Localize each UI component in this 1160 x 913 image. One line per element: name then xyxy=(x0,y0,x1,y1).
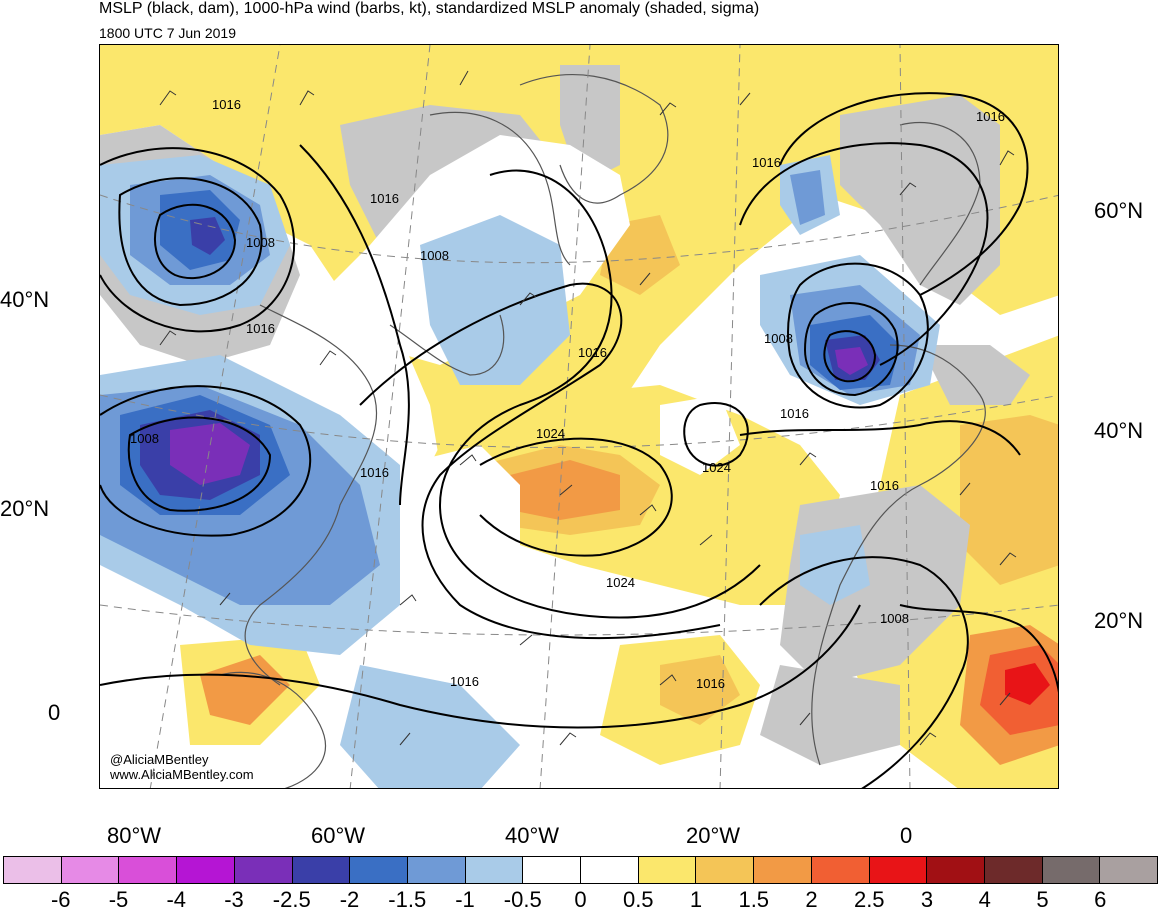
anomaly-violet-west xyxy=(170,423,250,485)
wind-barbs xyxy=(159,70,1017,746)
isobars xyxy=(100,92,1058,788)
anomaly-indigo-nw xyxy=(190,217,225,255)
lon-label-bottom: 80°W xyxy=(107,823,162,848)
isobar-label: 1016 xyxy=(578,345,607,360)
colorbar-tick-label: 5 xyxy=(1036,887,1049,912)
colorbar-swatch xyxy=(581,857,639,883)
anomaly-grey-europe xyxy=(920,345,1030,405)
isobar-label: 1024 xyxy=(702,460,731,475)
colorbar-swatch xyxy=(177,857,235,883)
colorbar-tick-label: -0.5 xyxy=(503,887,542,912)
isobar-label: 1008 xyxy=(880,611,909,626)
isobar-label: 1016 xyxy=(212,97,241,112)
colorbar-tick-label: -3 xyxy=(224,887,244,912)
colorbar-swatch xyxy=(234,857,293,883)
lon-label-bottom: 40°W xyxy=(505,823,560,848)
credit-handle: @AliciaMBentley xyxy=(110,752,209,767)
colorbar-swatch xyxy=(350,857,408,883)
anomaly-lightblue-south xyxy=(340,665,520,788)
anomaly-orange-central2 xyxy=(510,460,620,520)
colorbar-swatch xyxy=(696,857,755,883)
colorbar-swatch xyxy=(61,857,120,883)
colorbar-tick-label: -1 xyxy=(455,887,475,912)
colorbar-tick-label: 6 xyxy=(1094,887,1107,912)
colorbar-swatch xyxy=(754,857,812,883)
anomaly-lightblue-med xyxy=(800,525,870,605)
credit-site: www.AliciaMBentley.com xyxy=(110,767,254,782)
colorbar-tick-label: 4 xyxy=(978,887,991,912)
colorbar-swatch xyxy=(811,857,870,883)
valid-time: 1800 UTC 7 Jun 2019 xyxy=(99,25,236,41)
isobar-labels: 1016 1008 1016 1008 1016 1008 1016 1024 … xyxy=(130,97,1005,691)
lat-label-right: 40°N xyxy=(1094,418,1144,443)
colorbar xyxy=(3,856,1158,884)
colorbar-tick-label: 0.5 xyxy=(622,887,654,912)
isobar-label: 1016 xyxy=(450,674,479,689)
colorbar-swatch xyxy=(465,857,524,883)
colorbar-tick-label: -2 xyxy=(339,887,360,912)
colorbar-swatch xyxy=(407,857,466,883)
isobar-label: 1008 xyxy=(420,248,449,263)
colorbar-swatch xyxy=(1042,857,1101,883)
anomaly-lightblue-labrador xyxy=(420,215,570,385)
isobar-label: 1016 xyxy=(976,109,1005,124)
colorbar-swatch xyxy=(119,857,178,883)
colorbar-swatch xyxy=(984,857,1043,883)
anomaly-white-mid xyxy=(660,395,740,475)
isobar-label: 1016 xyxy=(752,155,781,170)
isobar-label: 1016 xyxy=(370,191,399,206)
lon-label-bottom: 60°W xyxy=(311,823,366,848)
graticule xyxy=(100,45,1058,788)
anomaly-orange-sw xyxy=(200,655,290,725)
colorbar-tick-label: -6 xyxy=(50,887,71,912)
colorbar-tick-label: 2 xyxy=(805,887,818,912)
colorbar-swatch xyxy=(869,857,928,883)
isobar-label: 1016 xyxy=(870,478,899,493)
lon-label-bottom: 0 xyxy=(900,823,913,848)
colorbar-tick-label: 1.5 xyxy=(738,887,770,912)
anomaly-red-east3 xyxy=(1005,663,1050,705)
colorbar-tick-label: 1 xyxy=(689,887,703,912)
colorbar-swatch xyxy=(4,857,62,883)
anomaly-white-atlantic2 xyxy=(360,445,660,685)
lat-label-left: 40°N xyxy=(0,287,50,312)
colorbar-tick-label: 0 xyxy=(574,887,587,912)
isobar-label: 1016 xyxy=(246,321,275,336)
lat-label-right: 60°N xyxy=(1094,198,1144,223)
colorbar-swatch xyxy=(292,857,351,883)
colorbar-swatch xyxy=(927,857,985,883)
lat-label-right: 20°N xyxy=(1094,608,1144,633)
colorbar-tick-label: -1.5 xyxy=(388,887,427,912)
isobar-label: 1016 xyxy=(360,465,389,480)
coastlines xyxy=(219,74,986,788)
map-title: MSLP (black, dam), 1000-hPa wind (barbs,… xyxy=(99,0,760,17)
lat-label-left: 0 xyxy=(48,700,61,725)
lon-label-bottom: 20°W xyxy=(686,823,741,848)
colorbar-swatch xyxy=(1100,857,1158,883)
isobar-label: 1008 xyxy=(130,431,159,446)
lat-label-left: 20°N xyxy=(0,496,50,521)
anomaly-orange-east xyxy=(960,415,1058,585)
anomaly-violet-uk xyxy=(835,347,868,375)
colorbar-tick-label: 2.5 xyxy=(853,887,885,912)
colorbar-tick-label: -4 xyxy=(166,887,187,912)
isobar-label: 1016 xyxy=(780,406,809,421)
anomaly-grey-scand xyxy=(840,95,1000,305)
colorbar-tick-label: -5 xyxy=(108,887,129,912)
colorbar-tick-label: -2.5 xyxy=(272,887,311,912)
anomaly-blue-norway xyxy=(790,170,825,225)
isobar-label: 1024 xyxy=(606,575,635,590)
colorbar-swatch xyxy=(638,857,697,883)
anomaly-orange-south xyxy=(660,655,740,725)
isobar-label: 1016 xyxy=(696,676,725,691)
isobar-label: 1008 xyxy=(764,331,793,346)
colorbar-swatch xyxy=(523,857,582,883)
colorbar-tick-label: 3 xyxy=(920,887,934,912)
isobar-label: 1024 xyxy=(536,426,565,441)
isobar-label: 1008 xyxy=(246,235,275,250)
weather-map: 1016 1008 1016 1008 1016 1008 1016 1024 … xyxy=(99,44,1059,789)
anomaly-grey-africa2 xyxy=(760,665,900,765)
